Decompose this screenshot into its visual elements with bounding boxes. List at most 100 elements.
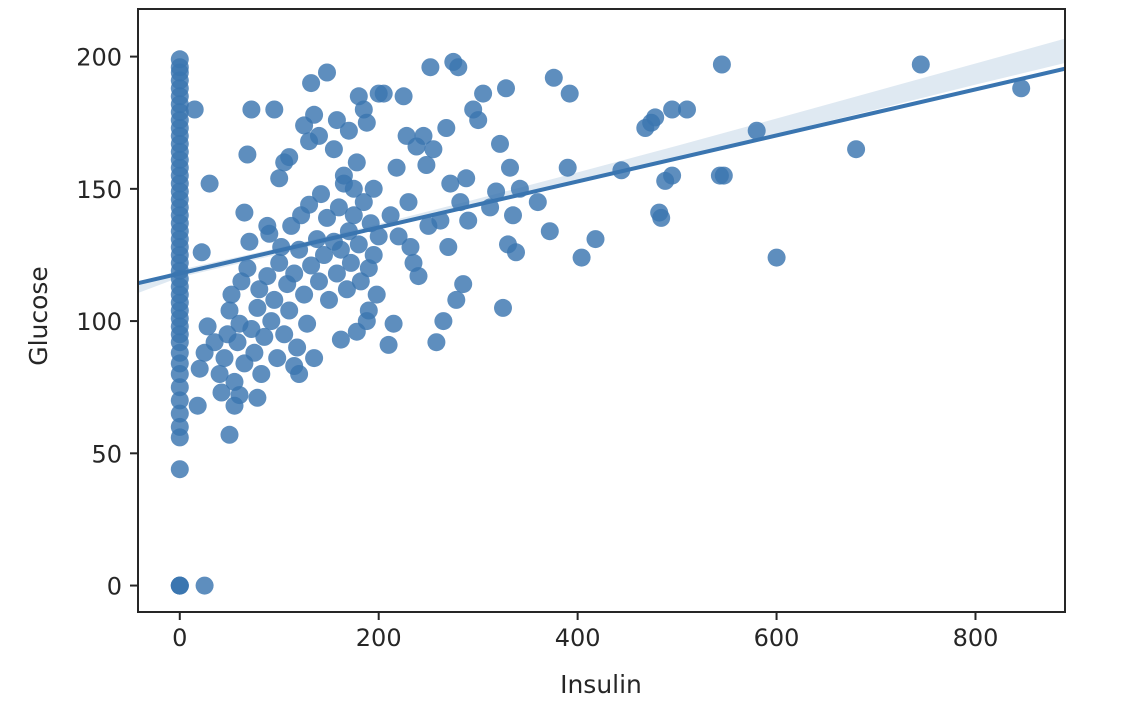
data-point xyxy=(302,74,321,93)
data-point xyxy=(767,248,786,267)
data-point xyxy=(238,145,257,164)
data-point xyxy=(258,267,277,286)
data-point xyxy=(222,285,241,304)
data-point xyxy=(652,208,671,227)
data-point xyxy=(285,264,304,283)
x-axis: 0 200 400 600 800 xyxy=(172,612,998,652)
data-point xyxy=(198,317,217,336)
data-point xyxy=(459,211,478,230)
data-point xyxy=(491,134,509,153)
data-point xyxy=(497,79,515,98)
data-point xyxy=(663,166,682,185)
data-point xyxy=(185,100,204,119)
data-point xyxy=(210,365,229,383)
data-point xyxy=(170,391,189,410)
data-point xyxy=(341,253,360,272)
data-point xyxy=(327,111,346,130)
x-tick-label: 600 xyxy=(754,624,800,652)
data-point xyxy=(421,58,440,77)
data-point xyxy=(344,179,363,198)
data-point xyxy=(414,126,433,145)
data-point xyxy=(212,383,231,402)
x-tick-label: 800 xyxy=(953,624,999,652)
data-point xyxy=(312,185,330,204)
data-point xyxy=(188,396,207,415)
x-tick-label: 400 xyxy=(555,624,601,652)
data-point xyxy=(170,378,189,397)
data-point xyxy=(242,100,261,119)
data-point xyxy=(339,121,358,140)
data-point xyxy=(427,333,446,352)
data-point xyxy=(240,232,259,251)
data-point xyxy=(379,335,398,354)
data-point xyxy=(528,193,547,212)
data-point xyxy=(324,140,343,159)
data-point xyxy=(540,222,559,241)
data-point xyxy=(200,174,219,193)
data-point xyxy=(265,100,284,119)
data-point xyxy=(305,105,324,124)
data-point xyxy=(399,193,418,212)
data-point xyxy=(449,58,468,77)
data-point xyxy=(351,272,370,291)
data-point xyxy=(344,206,363,225)
data-point xyxy=(434,312,453,331)
data-point xyxy=(255,327,274,346)
data-point xyxy=(192,243,211,262)
data-point xyxy=(678,100,696,119)
data-point xyxy=(394,87,413,106)
data-point xyxy=(439,238,458,256)
y-tick-label: 100 xyxy=(76,308,122,336)
data-point xyxy=(544,68,563,87)
data-point xyxy=(310,126,328,145)
data-point xyxy=(302,256,321,275)
data-point xyxy=(242,320,261,338)
data-point xyxy=(384,314,403,333)
data-point xyxy=(170,460,189,479)
data-point xyxy=(387,158,406,177)
data-point xyxy=(288,338,307,357)
data-point xyxy=(401,238,420,256)
data-point xyxy=(327,264,346,283)
data-point xyxy=(369,227,388,246)
data-point xyxy=(170,50,189,69)
data-point xyxy=(305,349,324,368)
data-point xyxy=(245,343,264,362)
data-point xyxy=(270,253,289,272)
data-point xyxy=(747,121,766,140)
data-point xyxy=(275,325,294,344)
data-point xyxy=(663,100,682,119)
data-point xyxy=(487,182,506,201)
data-point xyxy=(252,365,271,383)
x-axis-label: Insulin xyxy=(560,670,642,699)
y-axis: 0 50 100 150 200 xyxy=(76,44,138,601)
data-point xyxy=(195,576,214,595)
data-point xyxy=(238,259,257,278)
data-point xyxy=(337,280,356,299)
plot-frame xyxy=(137,8,1066,613)
data-point xyxy=(507,243,525,262)
data-point xyxy=(374,84,393,103)
x-tick-label: 200 xyxy=(356,624,402,652)
data-point xyxy=(359,301,378,320)
data-point xyxy=(280,148,299,167)
data-point xyxy=(560,84,579,103)
data-point xyxy=(320,290,338,309)
data-point xyxy=(170,417,189,436)
data-point xyxy=(250,280,269,299)
data-point xyxy=(572,248,591,267)
data-point xyxy=(454,275,473,294)
data-point xyxy=(262,312,281,331)
data-point xyxy=(349,235,368,254)
data-point xyxy=(911,55,930,74)
data-point xyxy=(364,179,383,198)
data-point xyxy=(331,330,350,349)
data-point xyxy=(367,285,386,304)
data-point xyxy=(205,333,224,352)
regression-line xyxy=(138,66,1065,286)
data-point xyxy=(230,386,249,405)
data-point xyxy=(215,349,234,368)
data-point xyxy=(235,203,254,222)
